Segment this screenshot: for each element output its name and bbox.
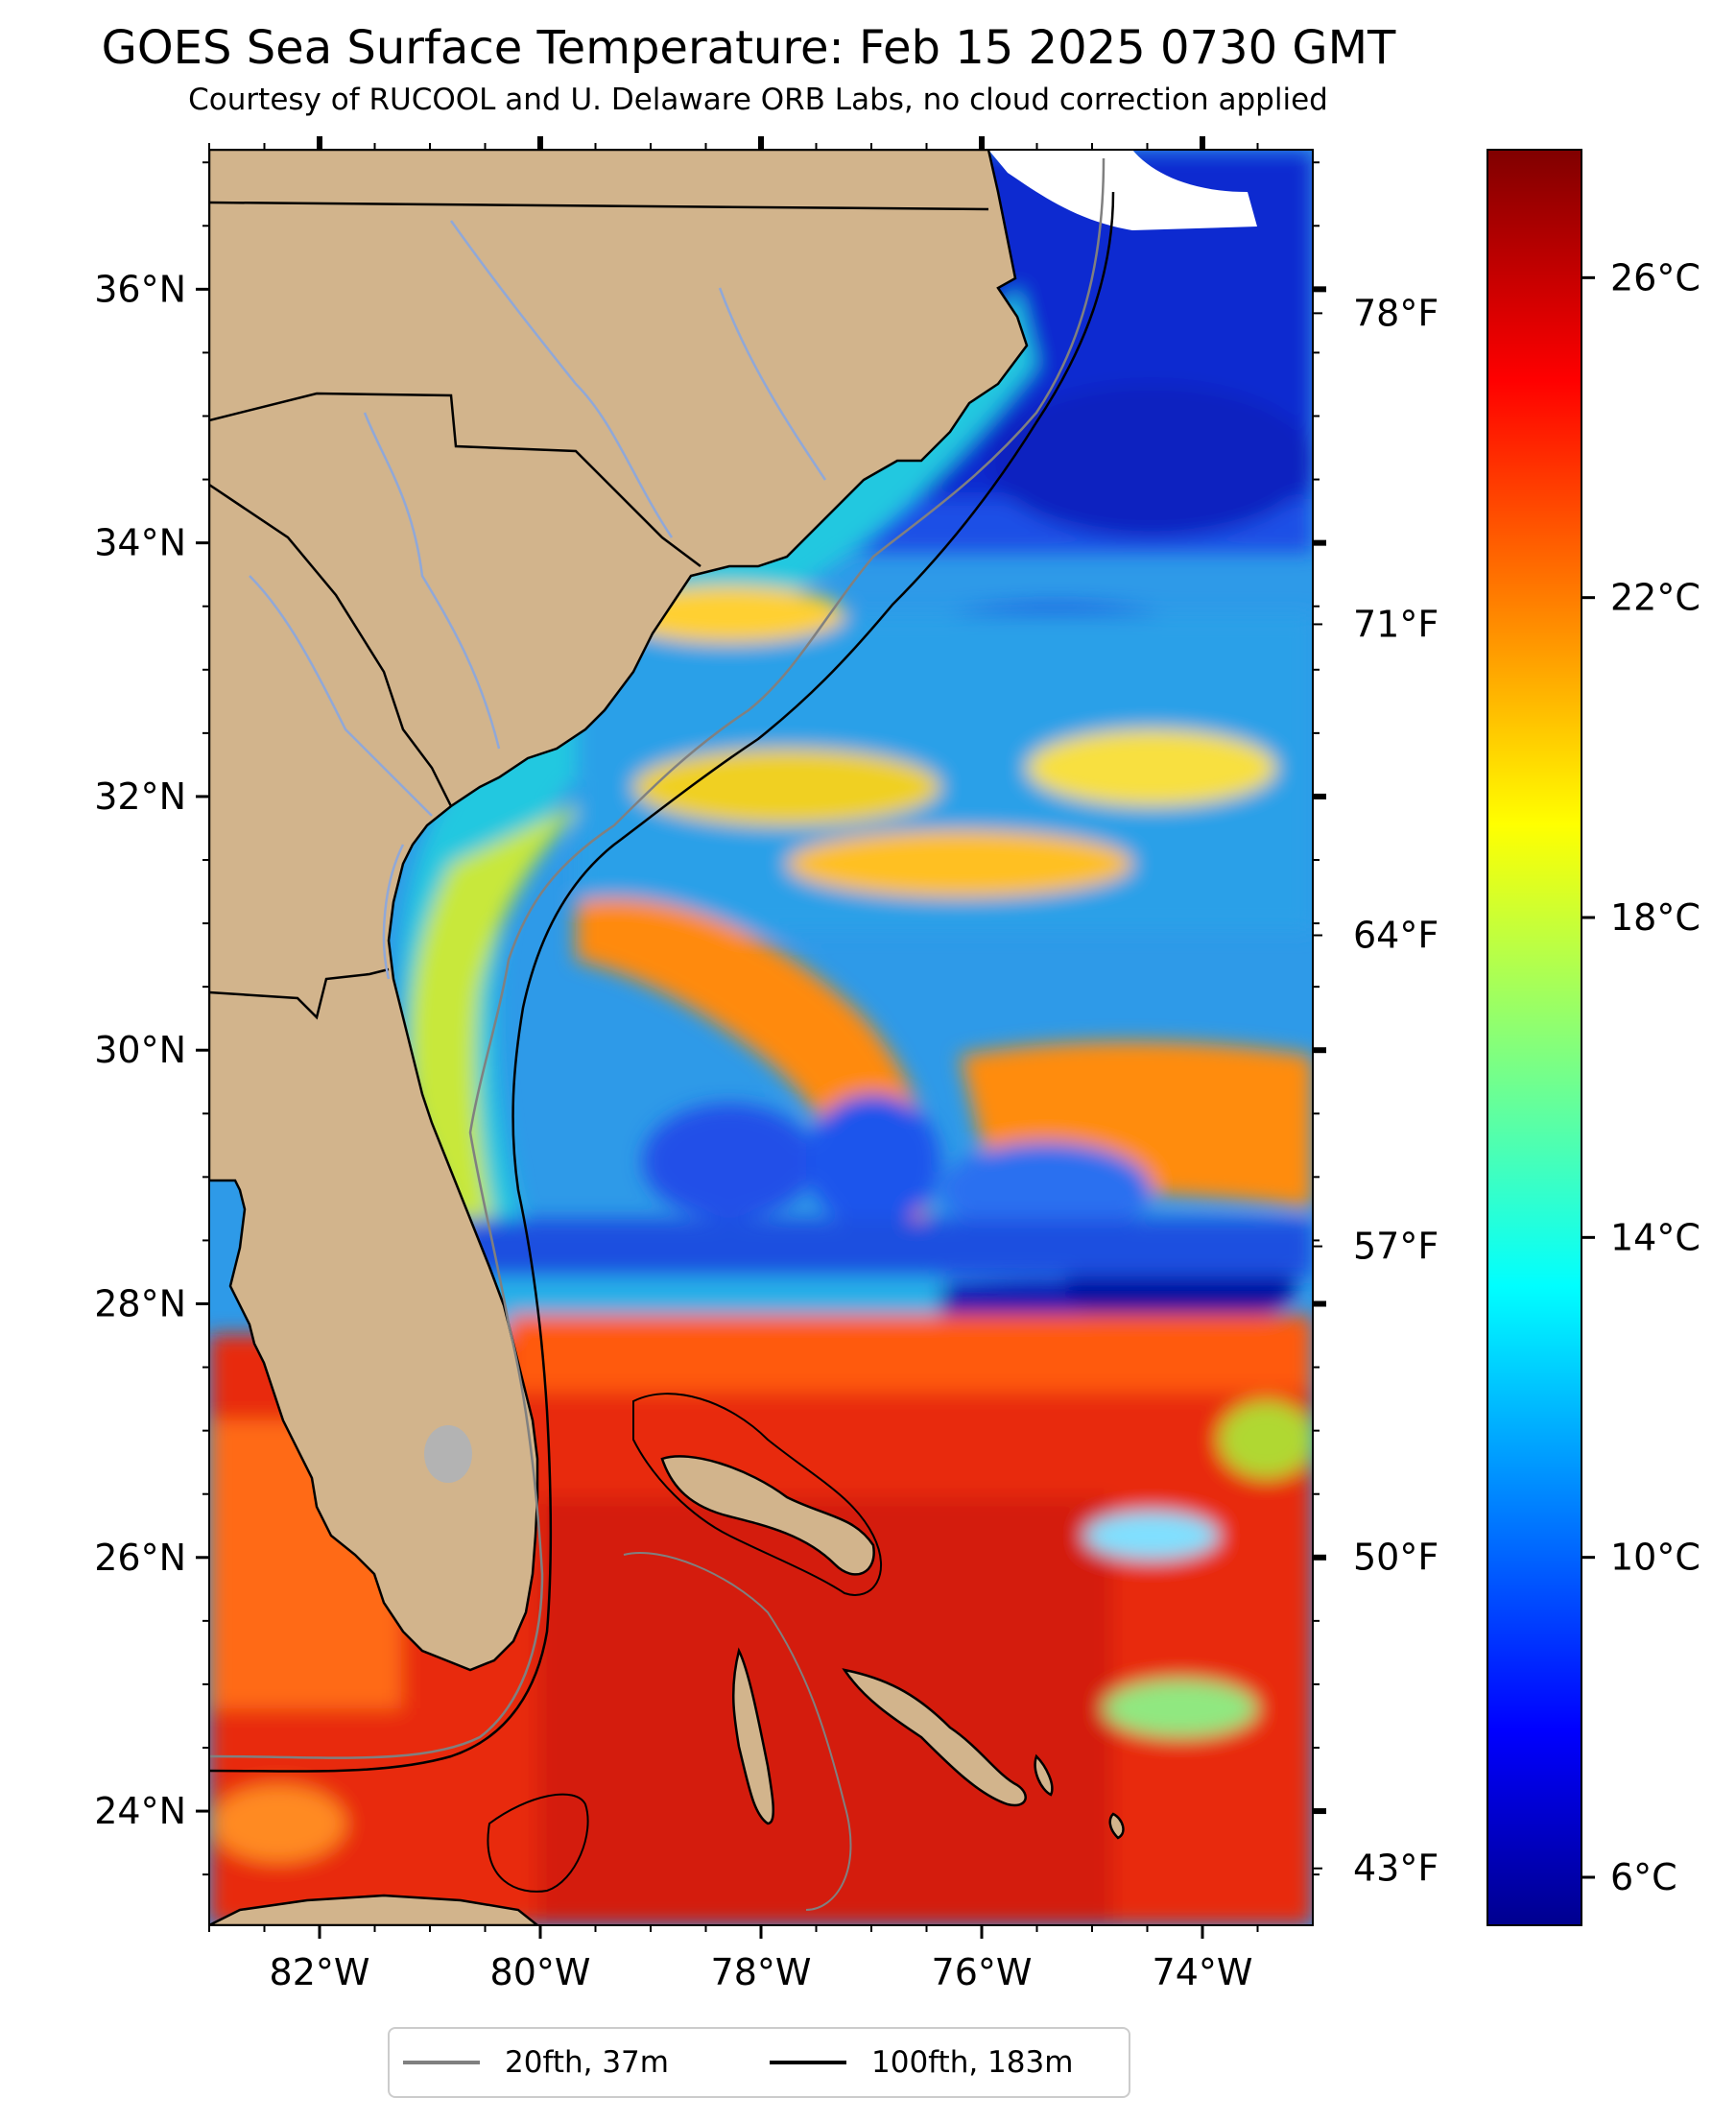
legend-item-100fth: 100fth, 183m xyxy=(770,2029,1073,2096)
lon-tick-label: 74°W xyxy=(1153,1951,1253,1993)
land-cuba xyxy=(209,1894,540,1925)
fahrenheit-tick-label: 78°F xyxy=(1353,292,1439,334)
fahrenheit-axis: 78°F 71°F 64°F 57°F 50°F 43°F xyxy=(1313,292,1439,1890)
state-borders xyxy=(209,201,989,1020)
no-data-area xyxy=(988,150,1257,230)
minor-ticks xyxy=(202,143,1320,1932)
colorbar-tick-label: 10°C xyxy=(1610,1537,1700,1579)
lon-tick-label: 76°W xyxy=(932,1951,1033,1993)
lat-tick-label: 36°N xyxy=(94,268,186,310)
lon-tick-label: 78°W xyxy=(711,1951,812,1993)
fahrenheit-tick-label: 71°F xyxy=(1353,603,1439,645)
isobath-bahamas xyxy=(632,1393,883,1596)
lon-tick-label: 80°W xyxy=(490,1951,591,1993)
latitude-axis: 36°N 34°N 32°N 30°N 28°N 26°N 24°N xyxy=(94,268,1326,1832)
lat-tick-label: 32°N xyxy=(94,775,186,818)
lat-tick-label: 26°N xyxy=(94,1537,186,1579)
isobath-20fth xyxy=(209,157,1106,1759)
rivers xyxy=(249,220,827,980)
isobath-bahamas-2 xyxy=(623,1552,852,1911)
colorbar xyxy=(1486,149,1582,1926)
sst-map xyxy=(209,150,1313,1925)
colorbar-axis: 26°C 22°C 18°C 14°C 10°C 6°C xyxy=(1581,256,1700,1898)
lat-tick-label: 24°N xyxy=(94,1790,186,1832)
fahrenheit-tick-label: 43°F xyxy=(1353,1848,1439,1890)
legend-line-100fth xyxy=(770,2061,846,2064)
lat-tick-label: 30°N xyxy=(94,1029,186,1071)
legend-label-20fth: 20fth, 37m xyxy=(505,2045,669,2080)
lon-tick-label: 82°W xyxy=(270,1951,370,1993)
isobath-legend: 20fth, 37m 100fth, 183m xyxy=(388,2027,1130,2098)
fahrenheit-tick-label: 50°F xyxy=(1353,1537,1439,1579)
legend-line-20fth xyxy=(403,2061,480,2064)
colorbar-tick-label: 14°C xyxy=(1610,1216,1700,1258)
lat-tick-label: 34°N xyxy=(94,522,186,564)
colorbar-tick-label: 26°C xyxy=(1610,256,1700,298)
lake-okeechobee xyxy=(424,1425,472,1483)
colorbar-tick-label: 22°C xyxy=(1610,577,1700,619)
legend-item-20fth: 20fth, 37m xyxy=(403,2029,669,2096)
colorbar-tick-label: 18°C xyxy=(1610,896,1700,939)
isobath-cay-sal xyxy=(487,1793,589,1893)
fahrenheit-tick-label: 64°F xyxy=(1353,915,1439,957)
bahamas-islands xyxy=(660,1455,1125,1840)
isobath-100fth xyxy=(209,191,1115,1773)
map-title: GOES Sea Surface Temperature: Feb 15 202… xyxy=(101,21,1396,75)
lat-tick-label: 28°N xyxy=(94,1283,186,1325)
fahrenheit-tick-label: 57°F xyxy=(1353,1226,1439,1268)
legend-label-100fth: 100fth, 183m xyxy=(871,2045,1074,2080)
colorbar-tick-label: 6°C xyxy=(1610,1856,1677,1898)
map-subtitle: Courtesy of RUCOOL and U. Delaware ORB L… xyxy=(188,83,1328,117)
